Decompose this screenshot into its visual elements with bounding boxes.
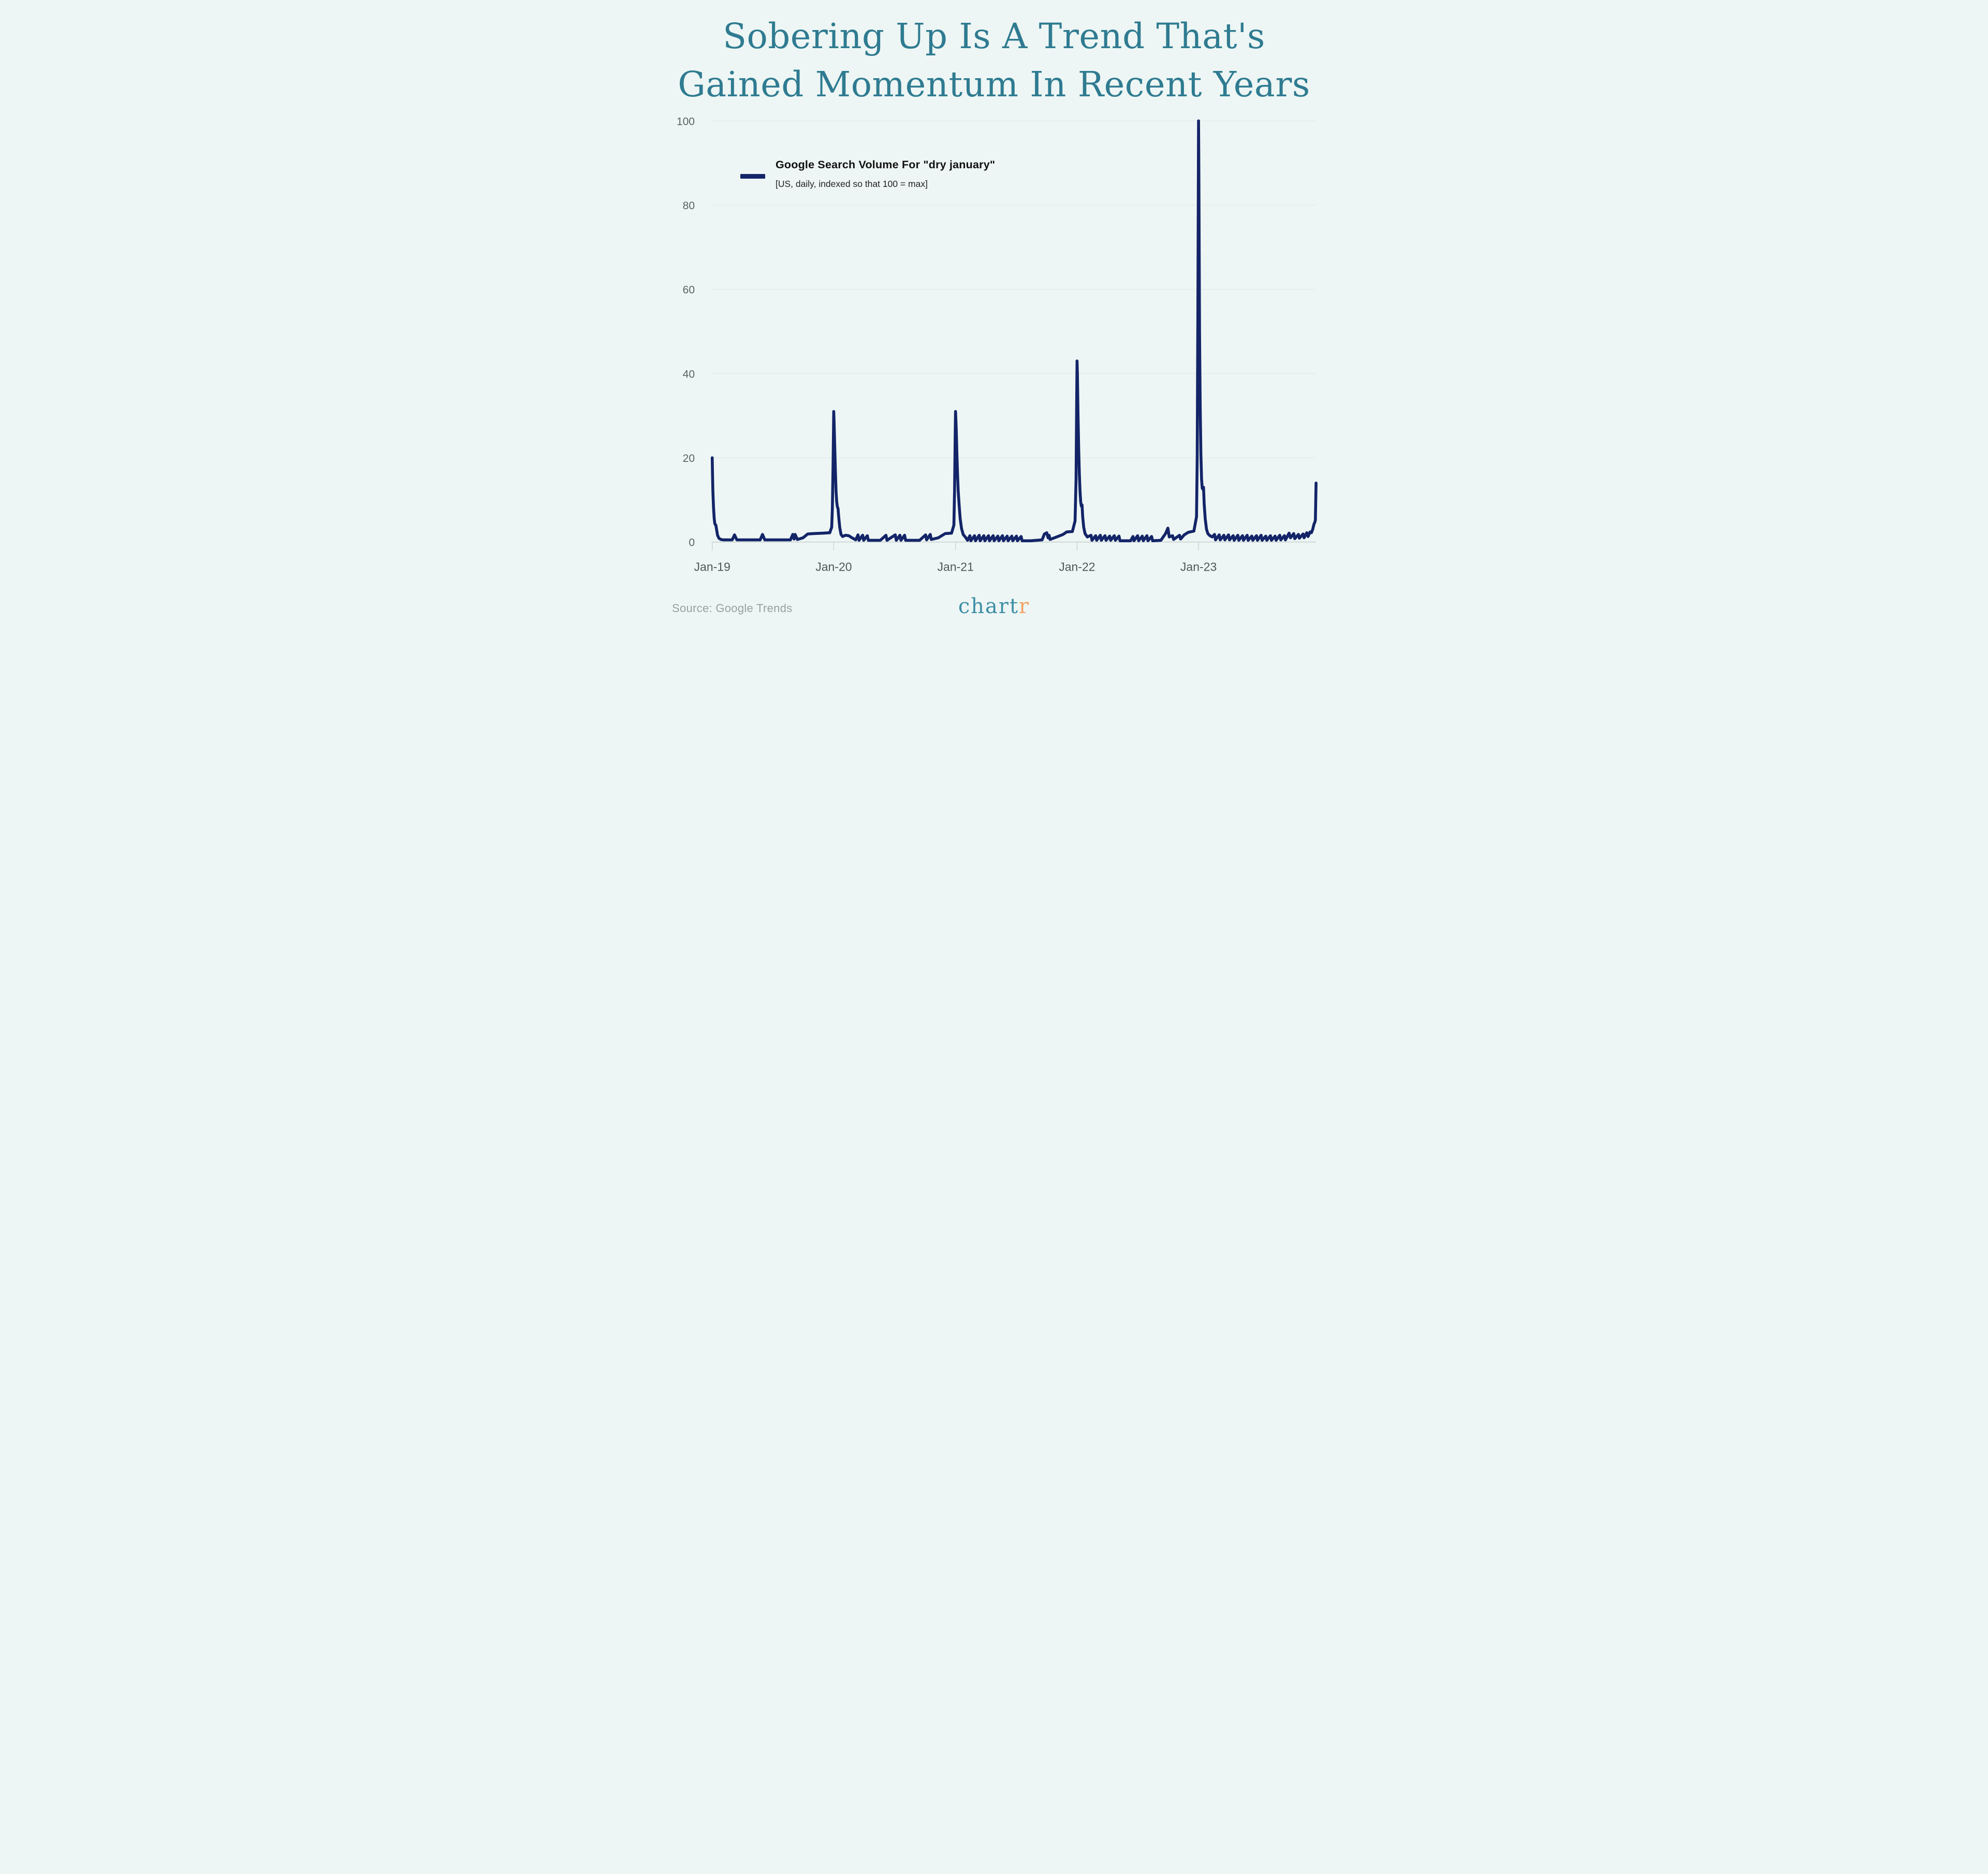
x-axis-labels: Jan-19 Jan-20 Jan-21 Jan-22 Jan-23 [694, 560, 1217, 574]
source-note: Source: Google Trends [672, 602, 793, 615]
y-tick-label-100: 100 [677, 115, 695, 127]
y-tick-label-20: 20 [683, 453, 695, 464]
y-tick-label-80: 80 [683, 200, 695, 212]
y-tick-label-0: 0 [689, 537, 695, 549]
x-tick-label-Jan-23: Jan-23 [1180, 560, 1217, 574]
chart-title: Sobering Up Is A Trend That's Gained Mom… [663, 12, 1325, 109]
legend-label: Google Search Volume For "dry january" [776, 158, 996, 171]
legend-text: Google Search Volume For "dry january" [… [776, 158, 1138, 190]
x-tick-label-Jan-21: Jan-21 [938, 560, 974, 574]
series-line-dry-january [710, 119, 1318, 543]
chart-card: Sobering Up Is A Trend That's Gained Mom… [663, 0, 1325, 624]
x-tick-label-Jan-22: Jan-22 [1059, 560, 1095, 574]
x-tick-marks [711, 542, 1199, 550]
legend-sublabel: [US, daily, indexed so that 100 = max] [776, 179, 928, 189]
chartr-logo-chart: chart [958, 594, 1019, 618]
y-tick-label-40: 40 [683, 368, 695, 380]
legend-swatch [740, 174, 765, 179]
chartr-logo-r: r [1019, 594, 1030, 618]
chart-title-line-1: Sobering Up Is A Trend That's [723, 16, 1265, 56]
y-axis-labels: 0 20 40 60 80 100 [677, 115, 695, 548]
gridlines [712, 120, 1316, 458]
y-tick-label-60: 60 [683, 284, 695, 296]
chartr-logo: chartr [663, 594, 1325, 618]
chart-title-line-2: Gained Momentum In Recent Years [678, 64, 1310, 105]
x-tick-label-Jan-19: Jan-19 [694, 560, 730, 574]
x-tick-label-Jan-20: Jan-20 [815, 560, 852, 574]
